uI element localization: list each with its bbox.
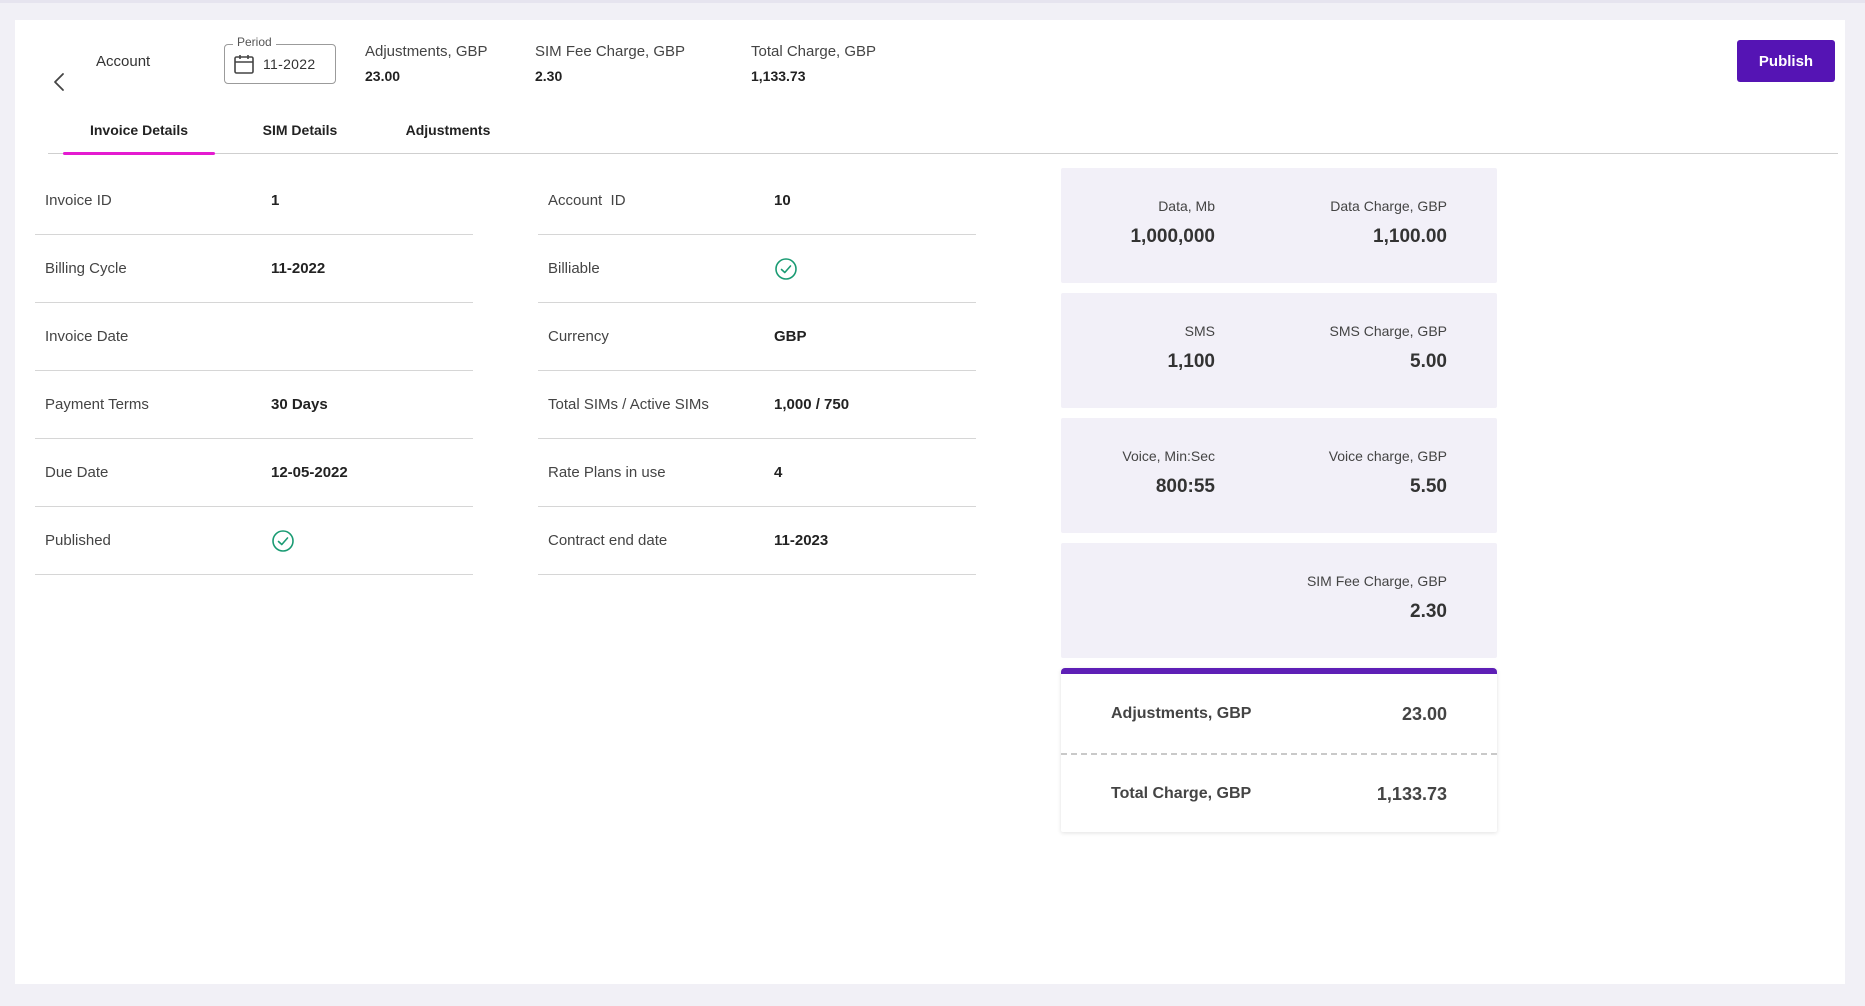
detail-label: Total SIMs / Active SIMs — [548, 396, 709, 413]
publish-button[interactable]: Publish — [1737, 40, 1835, 82]
stat-left: SMS 1,100 — [1167, 323, 1215, 373]
detail-value: 10 — [774, 192, 791, 209]
summary-label: Adjustments, GBP — [365, 43, 488, 60]
detail-value: 1,000 / 750 — [774, 396, 850, 413]
detail-row: Rate Plans in use 4 — [538, 439, 976, 507]
detail-label: Due Date — [45, 464, 109, 481]
check-circle-icon — [775, 257, 797, 280]
summary-label: SIM Fee Charge, GBP — [535, 43, 686, 60]
stat-right: Voice charge, GBP 5.50 — [1329, 448, 1447, 498]
detail-row: Billiable — [538, 235, 976, 303]
tab-invoice-details[interactable]: Invoice Details — [63, 106, 215, 155]
calendar-icon — [234, 55, 254, 74]
top-divider — [0, 0, 1865, 3]
back-button[interactable] — [45, 50, 73, 114]
summary-label: Total Charge, GBP — [751, 43, 877, 60]
stat-left: Voice, Min:Sec 800:55 — [1122, 448, 1215, 498]
detail-row: Contract end date 11-2023 — [538, 507, 976, 575]
period-legend: Period — [233, 35, 276, 49]
stat-label: SMS — [1184, 323, 1215, 339]
total-value: 1,133.73 — [1376, 783, 1447, 804]
detail-label: Published — [45, 532, 111, 549]
detail-label: Payment Terms — [45, 396, 149, 413]
detail-row: Account ID 10 — [538, 167, 976, 235]
detail-value: 1 — [271, 192, 280, 209]
tab-bar: Invoice Details SIM Details Adjustments — [48, 106, 1838, 155]
adjustments-total-row: Adjustments, GBP 23.00 — [1061, 674, 1497, 754]
detail-label: Currency — [548, 328, 609, 345]
detail-row: Billing Cycle 11-2022 — [35, 235, 473, 303]
summary-value: 23.00 — [365, 68, 401, 84]
period-picker[interactable]: Period 11-2022 — [224, 35, 336, 84]
detail-row: Invoice Date — [35, 303, 473, 371]
detail-label: Billing Cycle — [45, 260, 127, 277]
detail-label: Contract end date — [548, 532, 668, 549]
detail-value: 11-2022 — [271, 260, 326, 277]
stat-value: 5.00 — [1410, 351, 1447, 372]
detail-label: Rate Plans in use — [548, 464, 666, 481]
summary-sim-fee: SIM Fee Charge, GBP 2.30 — [535, 43, 685, 84]
stat-value: 1,100.00 — [1373, 226, 1447, 247]
summary-value: 2.30 — [535, 68, 563, 84]
summary-adjustments: Adjustments, GBP 23.00 — [365, 43, 488, 84]
chevron-left-icon — [54, 73, 64, 91]
period-value: 11-2022 — [263, 56, 316, 72]
stat-label: SMS Charge, GBP — [1329, 323, 1448, 339]
detail-row: Currency GBP — [538, 303, 976, 371]
detail-row: Published — [35, 507, 473, 575]
dashed-divider — [1061, 753, 1497, 755]
stat-label: Data Charge, GBP — [1330, 198, 1447, 214]
tab-adjustments[interactable]: Adjustments — [405, 122, 491, 138]
stat-right: SIM Fee Charge, GBP 2.30 — [1307, 573, 1447, 623]
stat-label: Voice charge, GBP — [1328, 448, 1447, 464]
detail-row: Due Date 12-05-2022 — [35, 439, 473, 507]
detail-label: Invoice Date — [45, 328, 129, 345]
detail-row: Invoice ID 1 — [35, 167, 473, 235]
data-usage-panel: Data, Mb 1,000,000 Data Charge, GBP 1,10… — [1061, 168, 1497, 283]
summary-total-charge: Total Charge, GBP 1,133.73 — [751, 43, 876, 84]
stat-left: Data, Mb 1,000,000 — [1130, 198, 1215, 248]
account-details-table: Account ID 10 Billiable Currency GBP Tot… — [538, 167, 976, 575]
stat-value: 1,100 — [1167, 351, 1215, 372]
stat-value: 2.30 — [1410, 601, 1447, 622]
detail-value: 30 Days — [271, 396, 328, 413]
detail-label: Invoice ID — [45, 192, 112, 209]
detail-value: 12-05-2022 — [271, 464, 348, 481]
tab-sim-details[interactable]: SIM Details — [262, 122, 338, 138]
sms-usage-panel: SMS 1,100 SMS Charge, GBP 5.00 — [1061, 293, 1497, 408]
detail-label: Billiable — [548, 260, 600, 277]
voice-usage-panel: Voice, Min:Sec 800:55 Voice charge, GBP … — [1061, 418, 1497, 533]
stat-value: 5.50 — [1410, 476, 1447, 497]
total-label: Adjustments, GBP — [1111, 705, 1252, 722]
detail-label: Account ID — [548, 192, 626, 209]
stat-right: Data Charge, GBP 1,100.00 — [1330, 198, 1447, 248]
sim-fee-panel: SIM Fee Charge, GBP 2.30 — [1061, 543, 1497, 658]
account-label: Account — [96, 53, 151, 70]
detail-row: Total SIMs / Active SIMs 1,000 / 750 — [538, 371, 976, 439]
stat-label: Voice, Min:Sec — [1122, 448, 1215, 464]
totals-panel: Adjustments, GBP 23.00 Total Charge, GBP… — [1061, 668, 1497, 832]
check-circle-icon — [272, 529, 294, 552]
stat-value: 1,000,000 — [1130, 226, 1215, 247]
summary-value: 1,133.73 — [751, 68, 806, 84]
stat-value: 800:55 — [1155, 476, 1215, 497]
invoice-details-table: Invoice ID 1 Billing Cycle 11-2022 Invoi… — [35, 167, 473, 575]
stat-right: SMS Charge, GBP 5.00 — [1330, 323, 1448, 373]
stat-label: SIM Fee Charge, GBP — [1306, 573, 1447, 589]
stat-label: Data, Mb — [1158, 198, 1215, 214]
detail-value: 11-2023 — [774, 532, 829, 549]
detail-row: Payment Terms 30 Days — [35, 371, 473, 439]
total-label: Total Charge, GBP — [1111, 785, 1252, 802]
detail-value: GBP — [774, 328, 807, 345]
total-value: 23.00 — [1401, 703, 1447, 724]
detail-value: 4 — [774, 464, 783, 481]
total-charge-row: Total Charge, GBP 1,133.73 — [1061, 754, 1497, 834]
invoice-card: Account Period 11-2022 Adjustments, GBP … — [15, 20, 1845, 984]
